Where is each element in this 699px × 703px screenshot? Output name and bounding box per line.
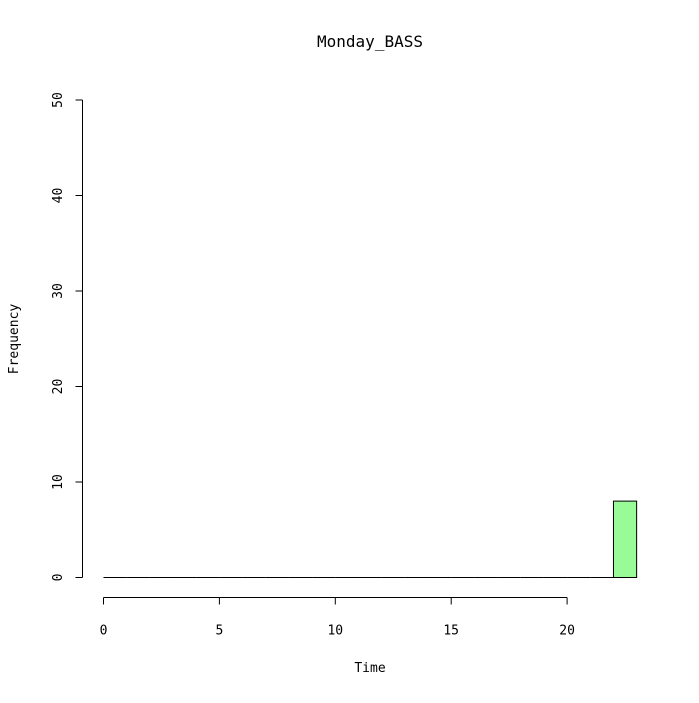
y-tick-label: 0 bbox=[51, 574, 66, 582]
histogram-bar bbox=[612, 500, 638, 579]
x-tick-label: 10 bbox=[327, 624, 343, 639]
y-axis-label: Frequency bbox=[7, 304, 22, 375]
y-tick-label: 30 bbox=[51, 283, 66, 299]
x-axis: 0 5 10 15 20 bbox=[100, 597, 575, 639]
histogram-bars bbox=[103, 500, 638, 579]
x-tick-label: 20 bbox=[559, 624, 575, 639]
y-axis: 0 10 20 30 40 50 bbox=[51, 92, 83, 581]
x-tick-label: 5 bbox=[215, 624, 223, 639]
y-tick-label: 40 bbox=[51, 188, 66, 204]
y-tick-label: 50 bbox=[51, 92, 66, 108]
y-tick-label: 10 bbox=[51, 474, 66, 490]
x-tick-label: 15 bbox=[443, 624, 459, 639]
chart-title: Monday_BASS bbox=[317, 32, 423, 51]
x-tick-label: 0 bbox=[100, 624, 108, 639]
x-axis-label: Time bbox=[354, 661, 385, 676]
y-tick-label: 20 bbox=[51, 379, 66, 395]
